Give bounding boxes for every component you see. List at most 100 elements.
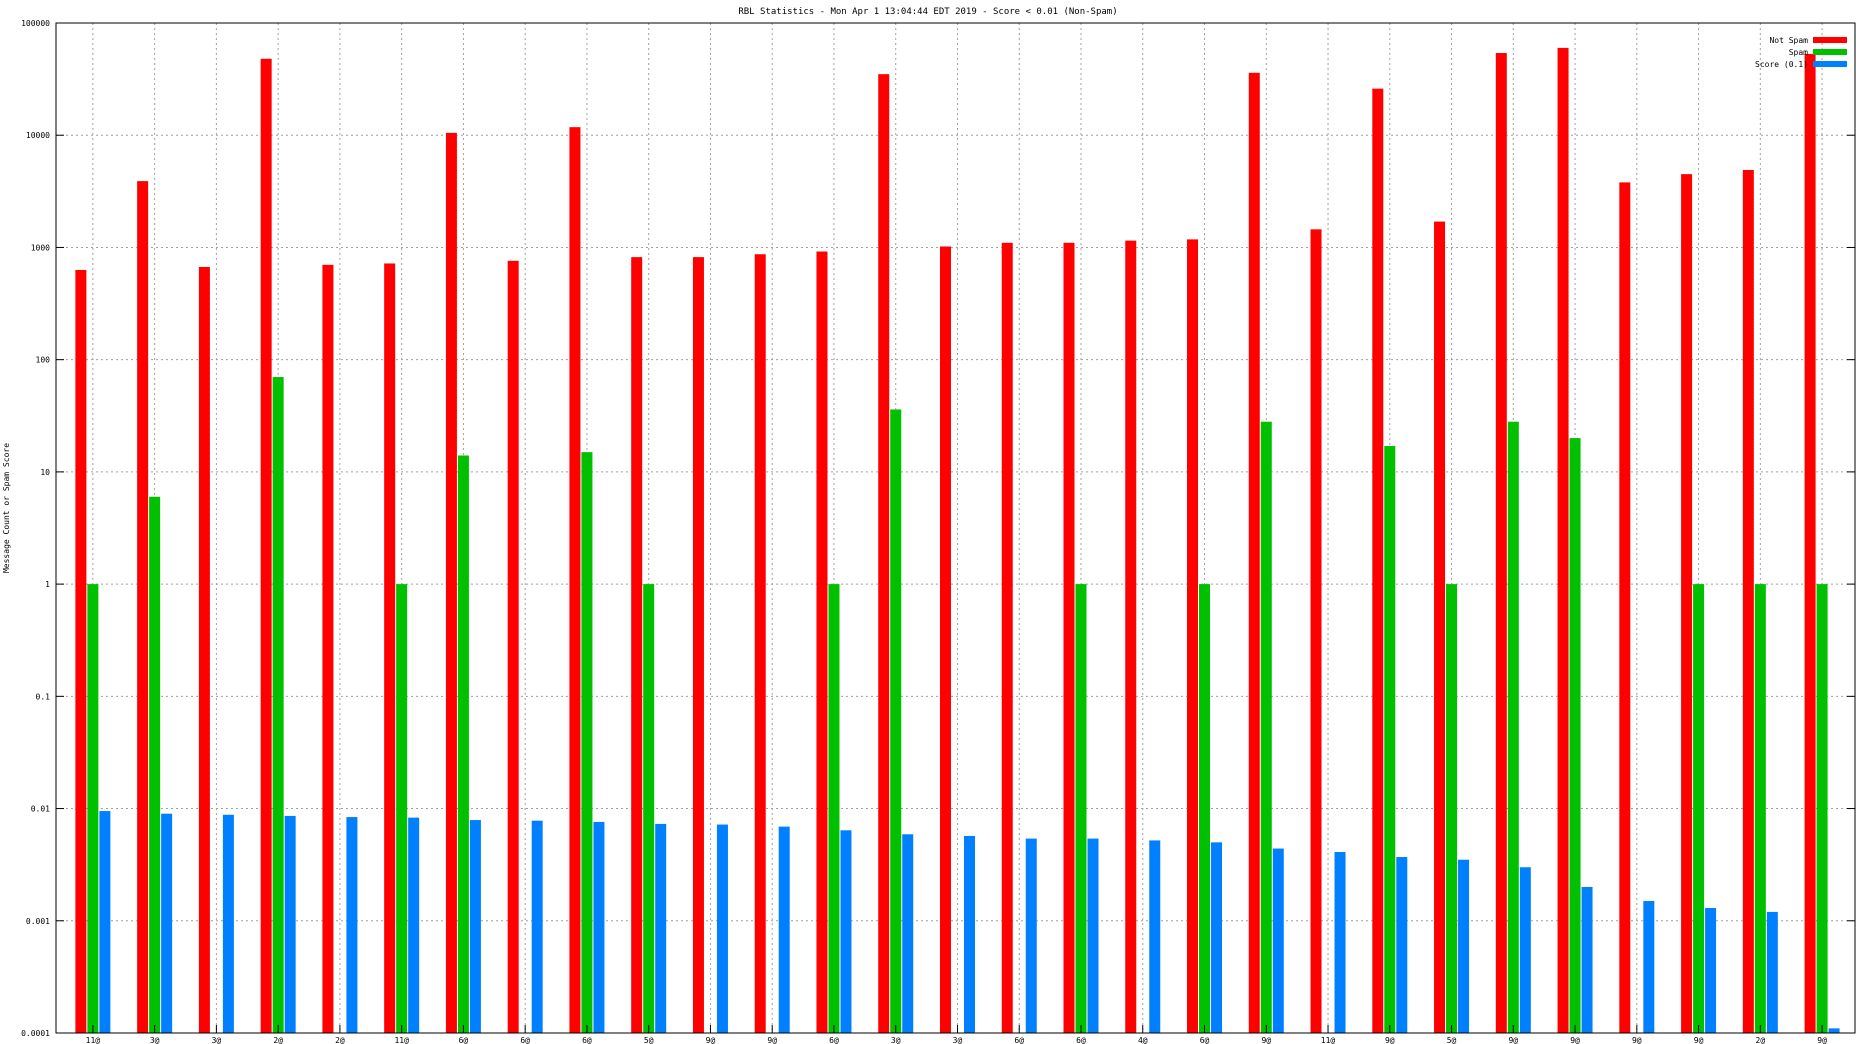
- bar: [222, 814, 234, 1033]
- bar: [137, 181, 149, 1033]
- y-tick-label: 10000: [26, 131, 50, 140]
- bar: [260, 58, 272, 1034]
- x-tick-label: 9@Y.list.dnsul.org1 hop: [1561, 1036, 1590, 1044]
- x-axis-labels: 11@2.list.dnsul.org3 hops 3@1.list.dnsul.…: [86, 1036, 1837, 1044]
- x-tick-label: 9@2.list.dnsul.orgorigin: [1808, 1036, 1837, 1044]
- x-tick-label: 11@Y.list.dnsul.org3 hops: [387, 1036, 416, 1044]
- bar: [1272, 848, 1284, 1033]
- x-tick-label: 9@Y.list.dnsul.org4 hops: [758, 1036, 787, 1044]
- bar: [1446, 584, 1458, 1033]
- x-tick-label: 6@2.list.dnsul.org1 hop: [449, 1036, 478, 1044]
- bar: [1828, 1028, 1840, 1033]
- bar: [840, 830, 852, 1033]
- bar: [754, 254, 766, 1033]
- bar: [1742, 169, 1754, 1033]
- bar: [716, 824, 728, 1033]
- bar: [507, 260, 519, 1033]
- bar: [1396, 857, 1408, 1033]
- x-tick-label: 5@X.list.dnsul.org5 hops: [634, 1036, 663, 1044]
- y-axis-ticks: 100000 10000 1000 100 10 1 0.1 0.01 0.001 0.0001: [21, 19, 1855, 1038]
- bar: [1458, 859, 1470, 1033]
- bar: [1519, 867, 1531, 1033]
- bar: [1075, 584, 1087, 1033]
- bar: [939, 246, 951, 1033]
- bar: [890, 409, 902, 1034]
- x-tick-label: 4@2.list.dnsul.org2 hops: [1128, 1036, 1157, 1044]
- x-tick-label: 2@list.dnsul.org3 hops: [1746, 1036, 1775, 1044]
- chart-title: RBL Statistics - Mon Apr 1 13:04:44 EDT …: [738, 7, 1117, 17]
- bar: [346, 817, 358, 1033]
- bar: [963, 835, 975, 1033]
- bar: [1495, 53, 1507, 1033]
- bar: [643, 584, 655, 1033]
- bar: [1693, 584, 1705, 1033]
- bar: [1248, 72, 1260, 1033]
- x-tick-label: 9@3.list.dnsul.org1 hop: [1499, 1036, 1528, 1044]
- bar: [457, 455, 469, 1033]
- x-tick-label: 2@list.org4 hops: [325, 1036, 354, 1044]
- bar: [1087, 838, 1099, 1033]
- bar: [1187, 239, 1199, 1033]
- y-tick-label: 100: [36, 356, 51, 365]
- bar: [1434, 221, 1446, 1033]
- x-tick-label: 11@3.list.dnsul.org1 hop: [1314, 1036, 1343, 1044]
- bar: [878, 74, 890, 1033]
- bar: [1569, 438, 1581, 1033]
- bar: [655, 823, 667, 1033]
- legend-swatch: [1813, 61, 1847, 67]
- legend-label: Not Spam: [1769, 36, 1808, 45]
- x-tick-label: 6@Y.list.dnsul.orgorigin: [1005, 1036, 1034, 1044]
- y-tick-label: 0.001: [26, 917, 50, 926]
- y-tick-label: 100000: [21, 19, 50, 28]
- x-tick-label: 3@1.list.dnsul.org2 hops: [140, 1036, 169, 1044]
- bar: [1581, 886, 1593, 1033]
- bar: [149, 496, 161, 1033]
- plot-frame: [55, 22, 1856, 1034]
- y-axis-label: Message Count or Spam Score: [2, 443, 11, 573]
- legend-label: Score (0.1): [1755, 60, 1808, 69]
- x-tick-label: 6@2.list.dnsul.org2 hops: [820, 1036, 849, 1044]
- bar: [284, 815, 296, 1033]
- bar: [531, 820, 543, 1033]
- bar: [1766, 911, 1778, 1033]
- bar: [161, 813, 173, 1033]
- x-tick-label: 6@list.dnsul.org5 hops: [1067, 1036, 1096, 1044]
- bar: [1507, 421, 1519, 1033]
- y-tick-label: 0.0001: [21, 1029, 50, 1038]
- bar: [1025, 838, 1037, 1033]
- bar: [1384, 446, 1396, 1033]
- x-tick-label: 9@2.list.dnsul.org3 hops: [1622, 1036, 1651, 1044]
- bar: [1754, 584, 1766, 1033]
- bar: [1372, 88, 1384, 1033]
- bar: [1681, 174, 1693, 1034]
- bar: [581, 452, 593, 1033]
- bar: [445, 132, 457, 1034]
- x-tick-label: 9@1.list.dnsul.org1 hop: [696, 1036, 725, 1044]
- x-tick-label: 9@Y.list.dnsul.org3 hops: [1684, 1036, 1713, 1044]
- legend-label: Spam: [1789, 48, 1808, 57]
- legend: Not Spam Spam Score (0.1): [1755, 36, 1847, 69]
- y-tick-label: 0.01: [31, 805, 50, 814]
- bars: [75, 47, 1840, 1034]
- bar: [1334, 852, 1346, 1033]
- bar: [828, 584, 840, 1033]
- x-tick-label: 9@2.list.dnsul.org1 hop: [1252, 1036, 1281, 1044]
- bar: [1643, 901, 1655, 1033]
- x-tick-label: 6@Y.list.dnsul.org1 hop: [572, 1036, 601, 1044]
- x-tick-label: 5@Y.list.dnsul.org5 hops: [1437, 1036, 1466, 1044]
- bar: [408, 817, 420, 1033]
- x-tick-label: 3@list.dnsul.org1 hop: [881, 1036, 910, 1044]
- bar: [593, 821, 605, 1033]
- bar: [1557, 47, 1569, 1033]
- bar: [1125, 240, 1137, 1033]
- legend-swatch: [1813, 49, 1847, 55]
- bar: [1149, 840, 1161, 1033]
- bar: [75, 269, 87, 1033]
- y-tick-label: 1: [45, 580, 50, 589]
- bar: [1705, 907, 1717, 1033]
- legend-swatch: [1813, 37, 1847, 43]
- bar: [1816, 584, 1828, 1033]
- bar: [87, 584, 99, 1033]
